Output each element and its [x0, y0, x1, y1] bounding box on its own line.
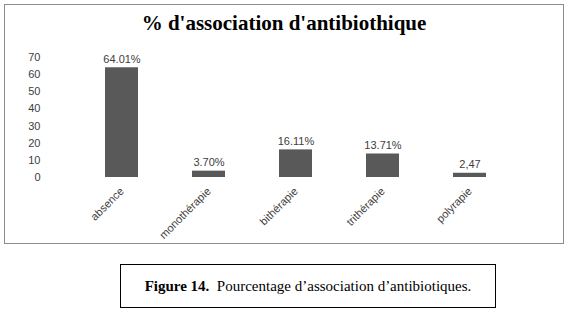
svg-text:70: 70 — [28, 51, 40, 63]
svg-text:64.01%: 64.01% — [103, 53, 141, 65]
svg-text:polyrapie: polyrapie — [434, 185, 474, 225]
svg-text:20: 20 — [28, 137, 40, 149]
svg-text:bithérapie: bithérapie — [257, 185, 300, 228]
svg-text:3.70%: 3.70% — [193, 156, 224, 168]
svg-text:30: 30 — [28, 120, 40, 132]
svg-text:absence: absence — [88, 185, 126, 223]
svg-text:0: 0 — [34, 171, 40, 183]
html-text:Figure 14. Pourcentage d’assoc: Figure 14. Pourcentage d’association d’a… — [144, 277, 472, 294]
svg-text:50: 50 — [28, 85, 40, 97]
svg-text:16.11%: 16.11% — [278, 135, 315, 147]
svg-text:monothérapie: monothérapie — [157, 185, 213, 239]
svg-text:10: 10 — [28, 154, 40, 166]
svg-text:2,47: 2,47 — [459, 158, 480, 170]
html-text:% d'association d'antibiothiqu: % d'association d'antibiothique — [141, 11, 427, 35]
svg-text:60: 60 — [28, 68, 40, 80]
svg-text:13.71%: 13.71% — [364, 139, 402, 151]
svg-text:trithérapie: trithérapie — [344, 185, 387, 228]
svg-text:40: 40 — [28, 102, 40, 114]
